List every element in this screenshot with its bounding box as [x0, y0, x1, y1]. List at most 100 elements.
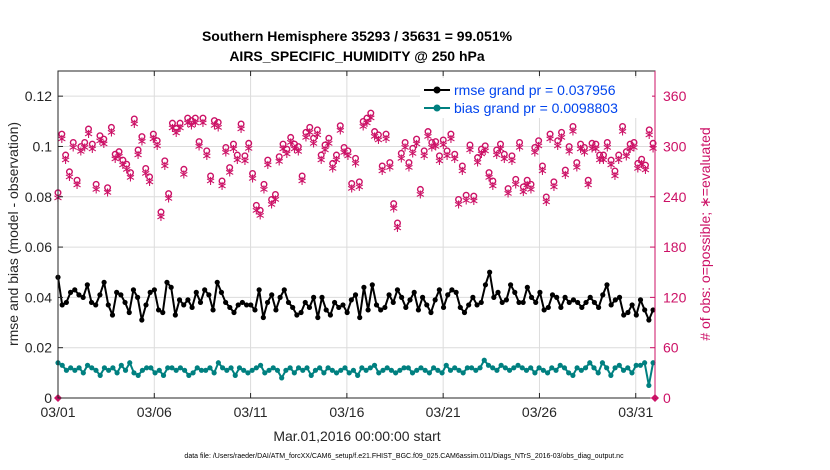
rmse-point: [390, 299, 396, 306]
obs-evaluated-point: ∗: [346, 182, 357, 197]
bias-point: [114, 370, 120, 376]
y-tick-label: 0.04: [25, 289, 52, 305]
obs-possible-point: [435, 152, 443, 160]
obs-possible-point: [512, 175, 520, 183]
obs-evaluated-point: ∗: [60, 153, 71, 168]
rmse-point: [285, 299, 292, 306]
obs-possible-point: [516, 138, 524, 146]
obs-evaluated-point: ∗: [75, 145, 86, 160]
grid: [57, 71, 655, 399]
bias-point: [333, 370, 340, 376]
obs-possible-point: [485, 169, 493, 177]
rmse-point: [407, 297, 413, 303]
x-axis-label: Mar.01,2016 00:00:00 start: [273, 428, 440, 444]
bias-point: [506, 367, 513, 373]
obs-evaluated-point: ∗: [171, 126, 182, 141]
obs-possible-point: [321, 141, 329, 149]
obs-possible-point: [569, 123, 577, 131]
obs-possible-point: [527, 180, 535, 188]
bias-point: [177, 365, 183, 371]
obs-possible-point: [302, 128, 310, 136]
rmse-point: [616, 294, 623, 300]
obs-evaluated-point: ∗: [83, 127, 94, 142]
obs-possible-point: [573, 159, 581, 167]
rmse-point: [373, 302, 380, 308]
rmse-point: [600, 292, 606, 298]
rmse-point: [189, 304, 195, 311]
bias-point: [599, 360, 606, 366]
obs-possible-point: [508, 152, 516, 160]
bias-point: [321, 370, 327, 376]
bias-point: [68, 365, 74, 371]
obs-evaluated-point: ∗: [243, 141, 254, 156]
chart-subtitle: AIRS_SPECIFIC_HUMIDITY @ 250 hPa: [229, 48, 485, 64]
rmse-point: [143, 302, 149, 308]
rmse-point: [327, 312, 333, 318]
obs-evaluated-point: ∗: [526, 182, 537, 197]
bias-point: [350, 367, 357, 373]
obs-possible-point: [504, 185, 512, 193]
obs-evaluated-point: ∗: [609, 169, 620, 184]
obs-possible-point: [462, 191, 470, 199]
rmse-point: [336, 304, 342, 311]
bias-point: [152, 370, 158, 376]
rmse-point: [566, 299, 572, 306]
obs-possible-point: [531, 143, 539, 151]
rmse-point: [562, 294, 568, 300]
obs-evaluated-point: ∗: [56, 132, 67, 147]
obs-evaluated-point: ∗: [136, 135, 147, 150]
obs-possible-point: [641, 161, 649, 169]
bias-point: [63, 367, 70, 373]
line-series: [55, 269, 656, 389]
obs-evaluated-point: ∗: [342, 149, 353, 164]
rmse-point: [440, 304, 447, 311]
obs-evaluated-point: ∗: [602, 140, 613, 155]
rmse-point: [223, 299, 229, 306]
chart-title: Southern Hemisphere 35293 / 35631 = 99.0…: [202, 28, 513, 44]
x-tick-label: 03/21: [426, 404, 461, 420]
bias-point: [468, 365, 475, 371]
bias-point: [447, 367, 454, 373]
rmse-point: [570, 297, 577, 303]
rmse-point: [281, 287, 287, 293]
bias-point: [443, 362, 449, 368]
rmse-point: [474, 302, 480, 308]
bias-point: [498, 362, 504, 368]
obs-evaluated-point: ∗: [148, 132, 159, 147]
rmse-point: [558, 304, 564, 311]
bias-point: [262, 370, 268, 376]
obs-evaluated-point: ∗: [68, 140, 79, 155]
obs-evaluated-point: ∗: [568, 125, 579, 140]
bias-point: [481, 357, 487, 363]
obs-possible-point: [611, 167, 619, 175]
obs-evaluated-point: ∗: [476, 147, 487, 162]
bias-point: [249, 367, 255, 373]
obs-evaluated-point: ∗: [175, 121, 186, 136]
obs-evaluated-point: ∗: [224, 166, 235, 181]
bias-point: [148, 365, 154, 371]
obs-possible-point: [355, 178, 363, 186]
obs-evaluated-point: ∗: [381, 132, 392, 147]
obs-possible-point: [565, 143, 573, 151]
rmse-point: [227, 304, 233, 311]
obs-evaluated-point: ∗: [636, 157, 647, 172]
rmse-point: [503, 297, 510, 303]
bias-point: [380, 367, 386, 373]
obs-possible-point: [237, 120, 245, 128]
obs-possible-point: [317, 151, 325, 159]
obs-possible-point: [535, 137, 543, 145]
rmse-point: [621, 312, 627, 318]
obs-evaluated-point: ∗: [178, 167, 189, 182]
obs-possible-point: [313, 126, 321, 134]
obs-possible-point: [607, 156, 615, 164]
obs-evaluated-point: ∗: [472, 156, 483, 171]
rmse-point: [394, 287, 401, 293]
obs-possible-point: [298, 172, 306, 180]
obs-possible-point: [340, 143, 348, 151]
rmse-point: [629, 302, 635, 308]
obs-possible-point: [523, 176, 531, 184]
obs-possible-point: [371, 128, 379, 136]
bias-point: [646, 382, 652, 389]
rmse-point: [151, 287, 157, 293]
rmse-point: [239, 299, 245, 306]
